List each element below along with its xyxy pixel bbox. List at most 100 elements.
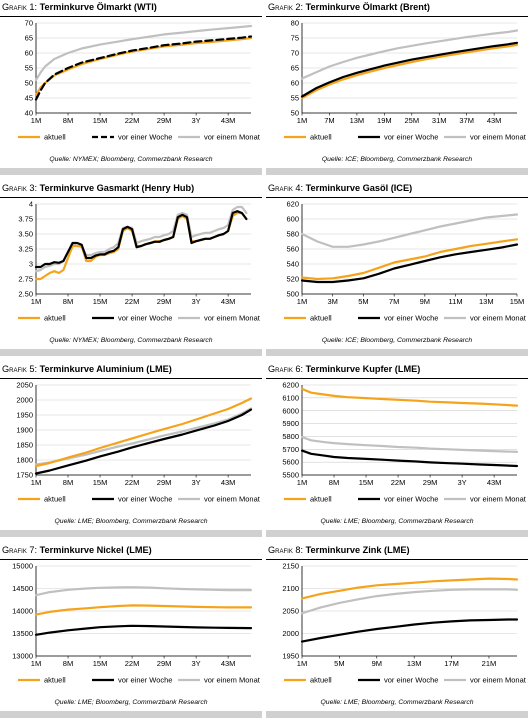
y-tick-label: 5900 xyxy=(282,419,299,428)
legend-label: vor einem Monat xyxy=(470,495,527,504)
y-tick-label: 2.50 xyxy=(18,290,33,299)
x-tick-label: 8M xyxy=(63,659,73,668)
x-tick-label: 8M xyxy=(63,116,73,125)
x-tick-label: 29M xyxy=(157,116,172,125)
panel-title: Grafik 4: Terminkurve Gasöl (ICE) xyxy=(268,183,412,193)
legend-label: vor einem Monat xyxy=(470,133,527,142)
legend-label: aktuell xyxy=(44,314,66,323)
panel-footer-bar xyxy=(266,711,528,718)
x-tick-label: 31M xyxy=(432,116,447,125)
panel-header: Grafik 8: Terminkurve Zink (LME) xyxy=(266,543,528,560)
chart-panel-gasoil: Grafik 4: Terminkurve Gasöl (ICE) Quelle:… xyxy=(266,181,531,359)
legend-label: aktuell xyxy=(310,495,332,504)
x-tick-label: 22M xyxy=(125,116,140,125)
y-tick-label: 5800 xyxy=(282,432,299,441)
legend-label: vor einem Monat xyxy=(204,495,261,504)
series-line-vor-einer-woche xyxy=(300,41,519,98)
x-tick-label: 5M xyxy=(358,297,368,306)
x-tick-label: 43M xyxy=(221,478,236,487)
panel-title-name: Terminkurve Nickel (LME) xyxy=(39,545,152,555)
y-tick-label: 2050 xyxy=(282,607,299,616)
y-tick-label: 50 xyxy=(291,109,299,118)
x-tick-label: 15M xyxy=(93,116,108,125)
series-line-vor-einer-woche xyxy=(34,35,253,101)
panel-title: Grafik 5: Terminkurve Aluminium (LME) xyxy=(2,364,172,374)
legend-label: aktuell xyxy=(44,133,66,142)
chart-panel-henry-hub: Grafik 3: Terminkurve Gasmarkt (Henry Hu… xyxy=(0,181,265,359)
y-tick-label: 5700 xyxy=(282,445,299,454)
legend-label: vor einem Monat xyxy=(204,133,261,142)
y-tick-label: 14000 xyxy=(12,607,33,616)
panel-title: Grafik 3: Terminkurve Gasmarkt (Henry Hu… xyxy=(2,183,194,193)
x-tick-label: 9M xyxy=(372,659,382,668)
panel-title-name: Terminkurve Ölmarkt (WTI) xyxy=(39,2,157,12)
panel-title: Grafik 2: Terminkurve Ölmarkt (Brent) xyxy=(268,2,430,12)
panel-title-name: Terminkurve Ölmarkt (Brent) xyxy=(305,2,430,12)
panel-title-name: Terminkurve Gasöl (ICE) xyxy=(305,183,413,193)
x-tick-label: 5M xyxy=(334,659,344,668)
line-chart: 13000 13500 14000 14500 15000 1M 8M 15M 22M 29M 3Y… xyxy=(12,562,261,685)
x-tick-label: 29M xyxy=(157,659,172,668)
panel-source: Quelle: ICE; Bloomberg, Commerzbank Rese… xyxy=(321,337,473,344)
y-tick-label: 1950 xyxy=(16,411,33,420)
line-chart: 40 45 50 55 60 65 70 1M 8M 15M 22M 29M 3Y 43M aktuell v… xyxy=(18,19,261,142)
y-tick-label: 60 xyxy=(25,49,33,58)
x-tick-label: 1M xyxy=(31,478,41,487)
x-tick-label: 43M xyxy=(487,116,502,125)
y-tick-label: 60 xyxy=(291,79,299,88)
x-tick-label: 17M xyxy=(444,659,459,668)
panel-source: Quelle: LME; Bloomberg, Commerzbank Rese… xyxy=(54,518,208,525)
legend-label: vor einer Woche xyxy=(118,495,172,504)
panel-title-number: Grafik 4: xyxy=(268,183,304,193)
panel-footer-bar xyxy=(266,349,528,356)
panel-title-number: Grafik 3: xyxy=(2,183,38,193)
y-tick-label: 80 xyxy=(291,19,299,28)
x-tick-label: 8M xyxy=(63,478,73,487)
x-tick-label: 29M xyxy=(157,478,172,487)
y-tick-label: 1950 xyxy=(282,652,299,661)
line-chart: 1750 1800 1850 1900 1950 2000 2050 1M 8M 15M 22M 29… xyxy=(16,381,261,504)
panel-header: Grafik 3: Terminkurve Gasmarkt (Henry Hu… xyxy=(0,181,262,198)
chart-panel-brent: Grafik 2: Terminkurve Ölmarkt (Brent) Que… xyxy=(266,0,531,178)
series-line-vor-einem-monat xyxy=(34,24,253,82)
y-tick-label: 55 xyxy=(291,94,299,103)
panel-source: Quelle: LME; Bloomberg, Commerzbank Rese… xyxy=(320,518,474,525)
y-tick-label: 1800 xyxy=(16,456,33,465)
y-tick-label: 2.75 xyxy=(18,275,33,284)
x-tick-label: 22M xyxy=(125,297,140,306)
x-tick-label: 22M xyxy=(125,659,140,668)
panel-title-name: Terminkurve Gasmarkt (Henry Hub) xyxy=(39,183,195,193)
x-tick-label: 13M xyxy=(479,297,494,306)
legend-label: aktuell xyxy=(310,133,332,142)
x-tick-label: 3Y xyxy=(192,116,201,125)
y-tick-label: 2000 xyxy=(16,396,33,405)
series-line-vor-einer-woche xyxy=(300,618,519,643)
series-line-vor-einem-monat xyxy=(300,588,519,615)
x-tick-label: 22M xyxy=(391,478,406,487)
legend-label: vor einer Woche xyxy=(384,314,438,323)
x-tick-label: 1M xyxy=(31,116,41,125)
series-line-aktuell xyxy=(34,604,253,616)
panel-footer-bar xyxy=(0,711,262,718)
y-tick-label: 580 xyxy=(286,230,299,239)
series-line-vor-einer-woche xyxy=(34,408,253,475)
x-tick-label: 8M xyxy=(329,478,339,487)
y-tick-label: 6000 xyxy=(282,406,299,415)
y-tick-label: 560 xyxy=(286,245,299,254)
panel-source: Quelle: LME; Bloomberg, Commerzbank Rese… xyxy=(320,699,474,706)
panel-header: Grafik 4: Terminkurve Gasöl (ICE) xyxy=(266,181,528,198)
x-tick-label: 29M xyxy=(423,478,438,487)
chart-panel-zink: Grafik 8: Terminkurve Zink (LME) Quelle: … xyxy=(266,543,531,721)
chart-panel-nickel: Grafik 7: Terminkurve Nickel (LME) Quelle… xyxy=(0,543,265,721)
y-tick-label: 70 xyxy=(25,19,33,28)
x-tick-label: 1M xyxy=(297,659,307,668)
y-tick-label: 3.50 xyxy=(18,230,33,239)
x-tick-label: 7M xyxy=(389,297,399,306)
panel-footer-bar xyxy=(0,530,262,537)
y-tick-label: 6200 xyxy=(282,381,299,390)
y-tick-label: 40 xyxy=(25,109,33,118)
panel-title: Grafik 7: Terminkurve Nickel (LME) xyxy=(2,545,152,555)
legend-label: vor einer Woche xyxy=(384,495,438,504)
series-line-aktuell xyxy=(300,238,519,281)
x-tick-label: 9M xyxy=(420,297,430,306)
